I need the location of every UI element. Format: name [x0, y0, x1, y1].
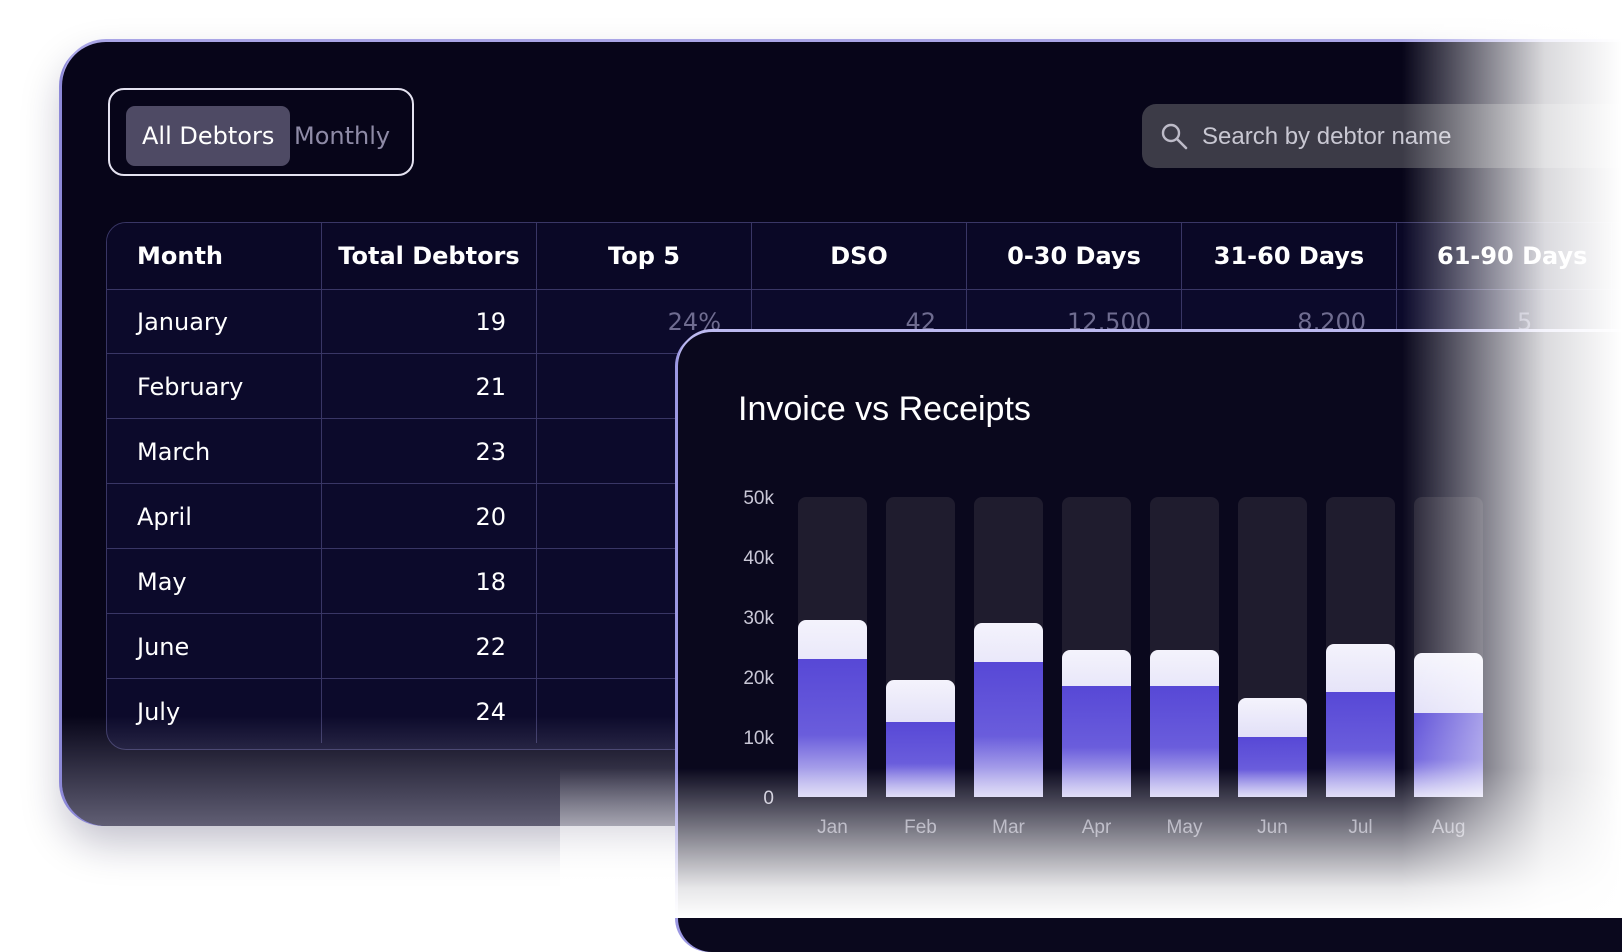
monthly-tab[interactable]: Monthly [294, 122, 391, 150]
col-top5[interactable]: Top 5 [537, 223, 752, 289]
y-tick-label: 10k [743, 728, 774, 749]
cell-total: 22 [322, 614, 537, 678]
search-icon [1161, 123, 1188, 150]
all-debtors-tab[interactable]: All Debtors [126, 106, 291, 166]
receipts-bar[interactable] [1326, 692, 1395, 797]
search-bar [1142, 104, 1622, 170]
cell-total: 24 [322, 679, 537, 743]
cell-total: 19 [322, 289, 537, 353]
cell-dso: 42 [752, 289, 967, 353]
x-tick-label: Mar [992, 817, 1025, 838]
y-tick-label: 20k [743, 668, 774, 689]
x-tick-label: May [1167, 817, 1203, 838]
cell-month: February [107, 354, 322, 418]
cell-month: April [107, 484, 322, 548]
receipts-bar[interactable] [1414, 713, 1483, 797]
cell-31-60: 8,200 [1182, 289, 1397, 353]
col-0-30-days[interactable]: 0-30 Days [967, 223, 1182, 289]
cell-total: 20 [322, 484, 537, 548]
x-tick-label: Feb [904, 817, 937, 838]
cell-month: January [107, 289, 322, 353]
x-tick-label: Apr [1082, 817, 1112, 838]
cell-total: 18 [322, 549, 537, 613]
invoice-receipts-chart: 0 10k 20k 30k 40k 50k Jan Feb Mar Apr May Jun Jul Au… [743, 488, 1483, 838]
col-dso[interactable]: DSO [752, 223, 967, 289]
y-tick-label: 50k [743, 488, 774, 509]
receipts-bar[interactable] [1062, 686, 1131, 797]
cell-month: March [107, 419, 322, 483]
col-total-debtors[interactable]: Total Debtors [322, 223, 537, 289]
cell-month: May [107, 549, 322, 613]
cell-0-30: 12,500 [967, 289, 1182, 353]
x-tick-label: Jul [1348, 817, 1372, 838]
table-header: Month Total Debtors Top 5 DSO 0-30 Days … [107, 223, 1622, 290]
cell-month: June [107, 614, 322, 678]
receipts-bar[interactable] [1150, 686, 1219, 797]
receipts-bar[interactable] [798, 659, 867, 797]
col-31-60-days[interactable]: 31-60 Days [1182, 223, 1397, 289]
cell-top5: 24% [537, 289, 752, 353]
cell-total: 23 [322, 419, 537, 483]
col-month[interactable]: Month [107, 223, 322, 289]
chart-title: Invoice vs Receipts [738, 390, 1031, 428]
cell-month: July [107, 679, 322, 743]
view-toggle: All Debtors Monthly [108, 88, 414, 176]
receipts-bar[interactable] [886, 722, 955, 797]
cell-total: 21 [322, 354, 537, 418]
y-tick-label: 0 [763, 788, 774, 809]
x-tick-label: Jan [817, 817, 848, 838]
x-tick-label: Aug [1432, 817, 1466, 838]
receipts-bar[interactable] [1238, 737, 1307, 797]
invoice-receipts-chart-card: Invoice vs Receipts 0 10k 20k 30k 40k 50k Jan… [678, 332, 1622, 952]
search-input[interactable] [1200, 104, 1622, 170]
y-tick-label: 30k [743, 608, 774, 629]
x-tick-label: Jun [1257, 817, 1288, 838]
col-61-90-days[interactable]: 61-90 Days [1397, 223, 1612, 289]
receipts-bar[interactable] [974, 662, 1043, 797]
y-tick-label: 40k [743, 548, 774, 569]
